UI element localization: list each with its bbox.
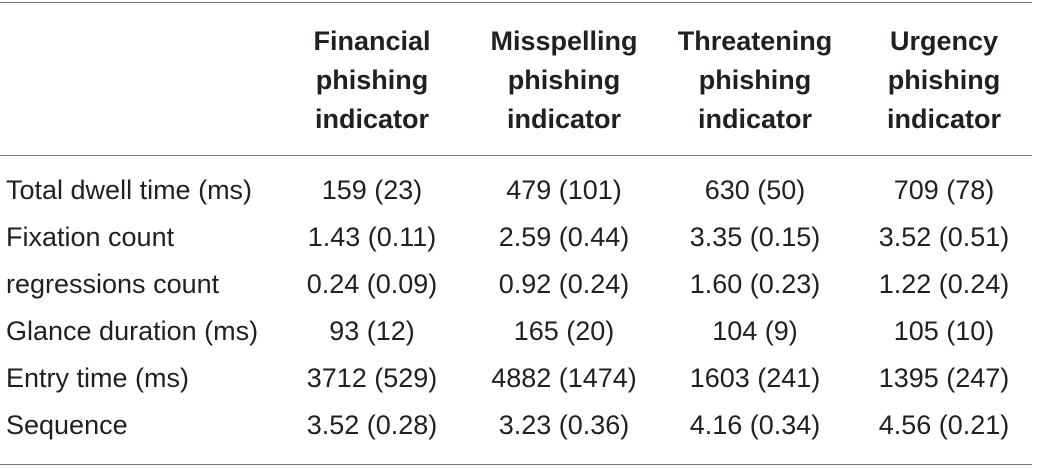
table-cell: 3712 (529): [306, 363, 438, 393]
table-cell: 1.22 (0.24): [878, 269, 1010, 299]
column-header-financial: Financial phishing indicator: [290, 22, 454, 139]
column-header-line: Misspelling: [490, 26, 638, 56]
table-cell: 3.52 (0.28): [306, 410, 438, 440]
table-cell: 479 (101): [506, 175, 622, 205]
column-header-line: Financial: [313, 26, 431, 56]
table-top-rule: [0, 2, 1032, 3]
column-header-line: indicator: [314, 104, 429, 134]
table-cell: 0.24 (0.09): [306, 269, 438, 299]
table-cell: 159 (23): [321, 175, 423, 205]
table-row-entry-time: Entry time (ms) 3712 (529) 4882 (1474) 1…: [0, 355, 1032, 402]
table-cell: 630 (50): [704, 175, 806, 205]
column-header-line: Threatening: [677, 26, 833, 56]
table-cell: 105 (10): [893, 316, 995, 346]
table-cell: 1.43 (0.11): [307, 222, 437, 252]
table-cell: 4882 (1474): [491, 363, 637, 393]
table-cell: 3.23 (0.36): [498, 410, 630, 440]
table-cell: 0.92 (0.24): [498, 269, 630, 299]
table-cell: 4.16 (0.34): [689, 410, 821, 440]
row-label: Fixation count: [6, 222, 175, 252]
column-header-line: phishing: [698, 65, 812, 95]
row-label: Entry time (ms): [6, 363, 190, 393]
table-row-total-dwell-time: Total dwell time (ms) 159 (23) 479 (101)…: [0, 167, 1032, 214]
column-header-line: indicator: [506, 104, 621, 134]
table-row-fixation-count: Fixation count 1.43 (0.11) 2.59 (0.44) 3…: [0, 214, 1032, 261]
column-header-line: indicator: [886, 104, 1001, 134]
table-cell: 3.35 (0.15): [689, 222, 821, 252]
table-row-glance-duration: Glance duration (ms) 93 (12) 165 (20) 10…: [0, 308, 1032, 355]
table-cell: 1395 (247): [878, 363, 1010, 393]
table-cell: 4.56 (0.21): [878, 410, 1010, 440]
table-cell: 3.52 (0.51): [878, 222, 1010, 252]
table-cell: 93 (12): [329, 316, 415, 346]
table-bottom-rule: [0, 464, 1032, 465]
table-cell: 165 (20): [513, 316, 615, 346]
table-row-sequence: Sequence 3.52 (0.28) 3.23 (0.36) 4.16 (0…: [0, 402, 1032, 449]
table-cell: 2.59 (0.44): [498, 222, 630, 252]
column-header-line: indicator: [697, 104, 812, 134]
header-divider-rule: [0, 155, 1032, 156]
table-row-regressions-count: regressions count 0.24 (0.09) 0.92 (0.24…: [0, 261, 1032, 308]
row-label: Glance duration (ms): [6, 316, 259, 346]
row-label: regressions count: [6, 269, 220, 299]
column-header-misspelling: Misspelling phishing indicator: [476, 22, 652, 139]
table-cell: 709 (78): [893, 175, 995, 205]
column-header-line: phishing: [507, 65, 621, 95]
row-label: Sequence: [6, 410, 128, 440]
column-header-urgency: Urgency phishing indicator: [862, 22, 1026, 139]
column-header-line: phishing: [887, 65, 1001, 95]
row-label: Total dwell time (ms): [6, 175, 253, 205]
column-header-line: Urgency: [889, 26, 999, 56]
column-header-threatening: Threatening phishing indicator: [663, 22, 847, 139]
table-cell: 104 (9): [712, 316, 798, 346]
table-cell: 1.60 (0.23): [689, 269, 821, 299]
column-header-line: phishing: [315, 65, 429, 95]
table-cell: 1603 (241): [689, 363, 821, 393]
